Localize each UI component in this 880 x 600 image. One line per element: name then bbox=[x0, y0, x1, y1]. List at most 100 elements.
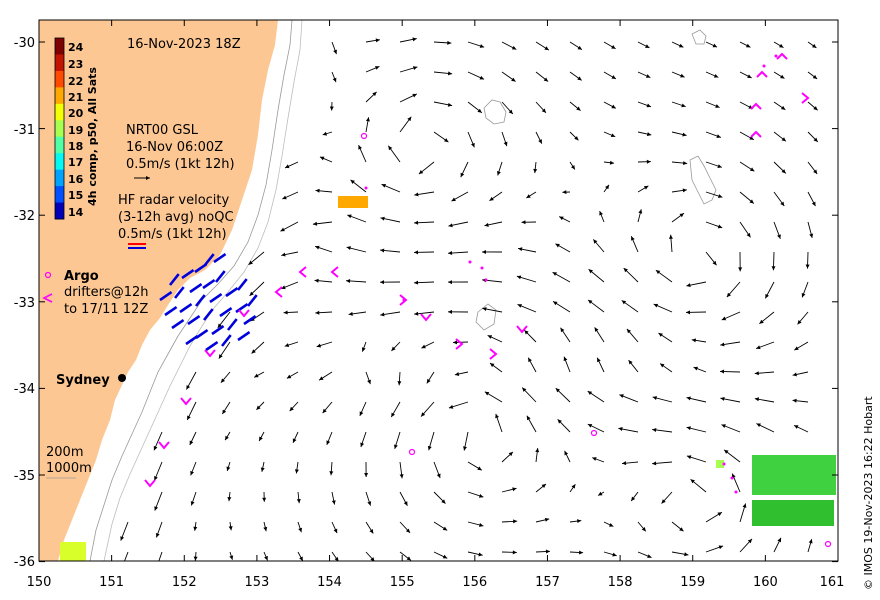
current-arrowhead bbox=[609, 160, 615, 165]
current-arrowhead bbox=[742, 503, 747, 508]
current-arrowhead bbox=[797, 320, 802, 325]
sst-colorbar: 24 23 22 21 20 19 18 17 16 15 14 4h comp… bbox=[54, 37, 99, 220]
current-arrowhead bbox=[574, 136, 579, 141]
current-arrowhead bbox=[294, 469, 299, 474]
current-arrowhead bbox=[120, 536, 125, 541]
current-arrowhead bbox=[508, 109, 513, 114]
drifter-chevron bbox=[330, 266, 339, 278]
current-arrowhead bbox=[412, 93, 417, 98]
current-arrowhead bbox=[577, 519, 582, 524]
isobath-200m bbox=[89, 20, 293, 561]
current-arrowhead bbox=[594, 327, 599, 332]
current-arrowhead bbox=[756, 423, 761, 428]
current-arrowhead bbox=[421, 344, 426, 349]
current-arrowhead bbox=[284, 343, 290, 347]
current-arrowhead bbox=[553, 301, 558, 306]
current-arrowhead bbox=[686, 426, 691, 431]
current-arrowhead bbox=[448, 223, 453, 228]
current-arrowhead bbox=[367, 501, 372, 506]
current-arrowhead bbox=[412, 37, 417, 42]
current-arrowhead bbox=[597, 357, 601, 363]
current-arrowhead bbox=[282, 195, 287, 200]
current-arrowhead bbox=[283, 310, 288, 315]
current-arrowhead bbox=[720, 369, 725, 374]
argo-float bbox=[824, 540, 832, 548]
current-arrowhead bbox=[518, 247, 523, 252]
current-arrowhead bbox=[544, 517, 550, 522]
current-arrowhead bbox=[592, 457, 597, 461]
current-arrowhead bbox=[333, 49, 337, 55]
current-arrowhead bbox=[749, 136, 754, 140]
current-arrowhead bbox=[256, 405, 261, 410]
current-arrowhead bbox=[721, 316, 727, 321]
current-arrowhead bbox=[153, 445, 158, 451]
current-arrowhead bbox=[319, 376, 324, 381]
current-arrowhead bbox=[292, 438, 297, 443]
imos-credit: © IMOS 19-Nov-2023 16:22 Hobart bbox=[862, 396, 875, 590]
current-arrowhead bbox=[541, 108, 546, 113]
current-arrowhead bbox=[380, 312, 385, 317]
hf-radar-arrow bbox=[236, 278, 248, 291]
current-arrowhead bbox=[388, 145, 393, 151]
hf-radar-arrow bbox=[173, 286, 185, 299]
current-arrowhead bbox=[403, 501, 408, 506]
current-arrowhead bbox=[563, 356, 568, 362]
current-arrowhead bbox=[460, 172, 465, 178]
current-arrowhead bbox=[478, 552, 483, 557]
current-arrowhead bbox=[577, 45, 582, 50]
drifter-point bbox=[734, 490, 738, 494]
hf-radar-arrow bbox=[203, 253, 215, 266]
current-arrowhead bbox=[454, 372, 460, 376]
current-arrowhead bbox=[228, 526, 233, 531]
drifter-chevron bbox=[144, 479, 156, 488]
current-arrowhead bbox=[693, 366, 699, 371]
current-arrowhead bbox=[653, 303, 659, 308]
current-arrowhead bbox=[524, 330, 529, 335]
hf-radar-arrow bbox=[237, 331, 251, 342]
hf-radar-arrow bbox=[205, 341, 219, 352]
current-arrowhead bbox=[427, 445, 432, 451]
current-arrowhead bbox=[477, 466, 482, 471]
current-arrowhead bbox=[535, 448, 540, 453]
current-arrowhead bbox=[641, 527, 646, 532]
current-arrowhead bbox=[289, 406, 294, 412]
current-arrowhead bbox=[746, 232, 751, 238]
current-arrowhead bbox=[780, 74, 785, 79]
hf-legend-line3: 0.5m/s (1kt 12h) bbox=[118, 227, 227, 242]
current-arrowhead bbox=[555, 388, 560, 393]
drifter-chevron bbox=[801, 92, 810, 104]
current-arrowhead bbox=[364, 473, 369, 478]
current-arrowhead bbox=[780, 105, 786, 110]
current-arrowhead bbox=[513, 519, 518, 524]
current-arrowhead bbox=[120, 566, 124, 570]
current-arrowhead bbox=[588, 299, 593, 304]
lat-tick-label: -31 bbox=[14, 123, 35, 138]
hf-radar-arrow bbox=[235, 303, 249, 314]
colorbar-tick: 17 bbox=[68, 156, 83, 169]
hf-legend-line2: (3-12h avg) noQC bbox=[118, 210, 234, 225]
current-arrowhead bbox=[296, 498, 301, 504]
colorbar-swatch bbox=[55, 103, 64, 121]
lat-tick-label: -30 bbox=[14, 36, 35, 51]
current-arrowhead bbox=[286, 374, 292, 379]
current-arrowhead bbox=[436, 473, 441, 478]
argo-float bbox=[360, 132, 368, 140]
lon-tick-label: 151 bbox=[99, 575, 124, 590]
current-arrowhead bbox=[792, 398, 797, 403]
sst-patch-orange bbox=[338, 196, 368, 208]
drifter-point bbox=[774, 54, 778, 58]
current-arrowhead bbox=[631, 236, 635, 241]
current-arrowhead bbox=[571, 165, 575, 170]
colorbar-swatch bbox=[55, 70, 64, 88]
current-arrowhead bbox=[285, 164, 290, 169]
current-arrowhead bbox=[361, 347, 366, 352]
current-arrowhead bbox=[369, 529, 374, 534]
current-arrowhead bbox=[512, 487, 517, 492]
colorbar-swatch bbox=[55, 38, 64, 55]
current-arrowhead bbox=[781, 137, 786, 142]
current-arrowhead bbox=[314, 278, 319, 283]
sst-patch-yellow bbox=[60, 542, 86, 561]
current-arrowhead bbox=[229, 555, 234, 560]
drifter-chevron bbox=[756, 70, 768, 78]
current-arrowhead bbox=[414, 280, 419, 285]
